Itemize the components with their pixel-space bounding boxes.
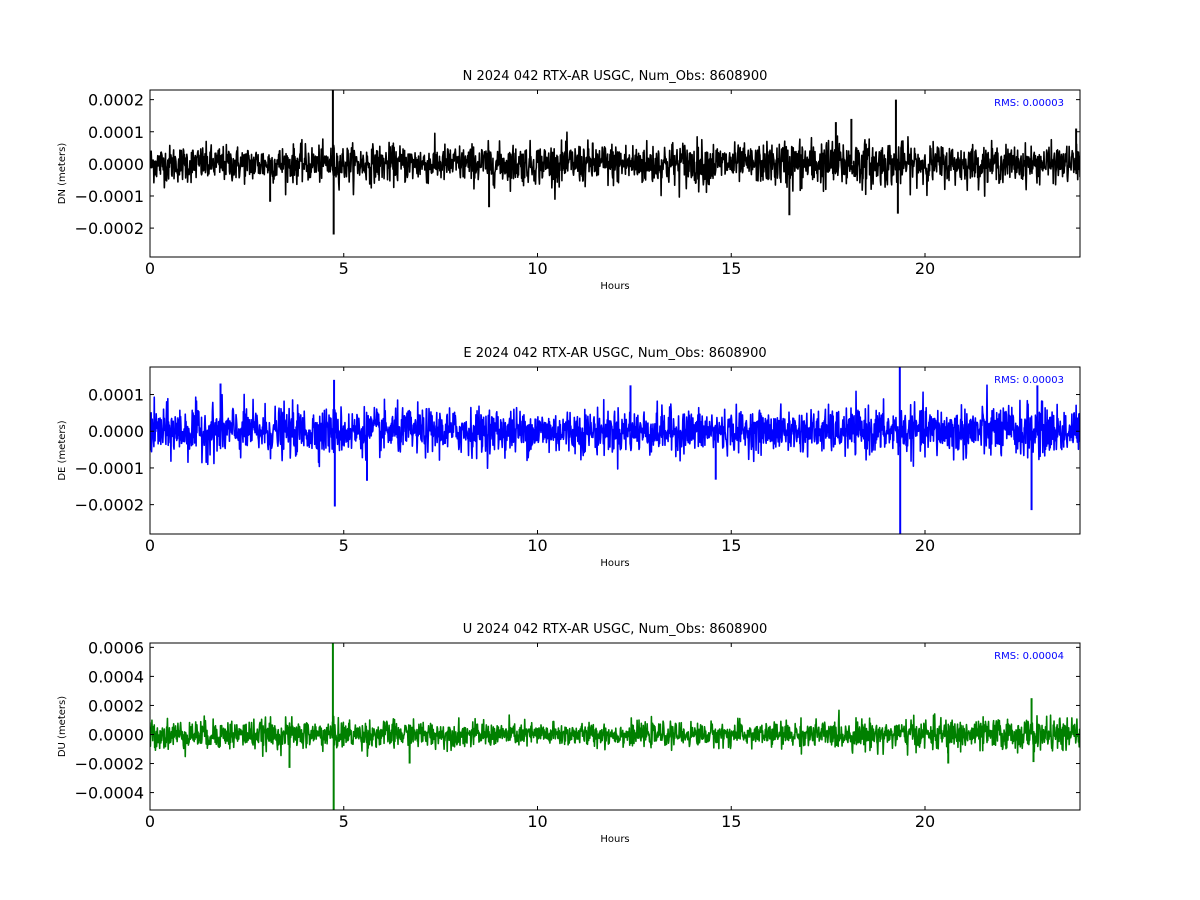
x-axis-label: Hours (600, 281, 629, 292)
series-trace-group (150, 90, 1080, 235)
y-tick-label: 0.0002 (88, 91, 144, 110)
y-axis-label: DN (meters) (57, 143, 68, 205)
y-tick-label: 0.0000 (88, 422, 144, 441)
axes-frame (149, 89, 1081, 258)
rms-annotation: RMS: 0.00004 (994, 651, 1064, 662)
panel-u: U 2024 042 RTX-AR USGC, Num_Obs: 8608900… (57, 622, 1081, 845)
panel-n: N 2024 042 RTX-AR USGC, Num_Obs: 8608900… (57, 69, 1081, 292)
series-line (150, 384, 1080, 470)
y-tick-label: −0.0002 (75, 219, 144, 238)
x-tick-label: 15 (721, 536, 741, 555)
series-line (150, 131, 1080, 200)
y-axis-label: DU (meters) (57, 696, 68, 757)
rms-annotation: RMS: 0.00003 (994, 375, 1064, 386)
x-tick-label: 20 (915, 812, 935, 831)
x-tick-label: 5 (339, 812, 349, 831)
y-tick-label: −0.0004 (75, 784, 144, 803)
series-line (150, 709, 1080, 758)
panel-title: N 2024 042 RTX-AR USGC, Num_Obs: 8608900 (463, 69, 768, 84)
y-tick-label: −0.0002 (75, 755, 144, 774)
y-tick-label: 0.0000 (88, 725, 144, 744)
y-tick-label: −0.0002 (75, 496, 144, 515)
series-trace-group (150, 643, 1080, 810)
x-tick-label: 5 (339, 536, 349, 555)
x-tick-label: 0 (145, 536, 155, 555)
y-axis-label: DE (meters) (57, 420, 68, 480)
x-tick-label: 10 (527, 259, 547, 278)
axes-frame (149, 366, 1081, 535)
panel-title: U 2024 042 RTX-AR USGC, Num_Obs: 8608900 (463, 622, 768, 637)
y-tick-label: 0.0001 (88, 386, 144, 405)
x-tick-label: 0 (145, 259, 155, 278)
x-tick-label: 10 (527, 812, 547, 831)
y-tick-label: 0.0000 (88, 155, 144, 174)
x-axis-label: Hours (600, 834, 629, 845)
x-tick-label: 20 (915, 259, 935, 278)
x-tick-label: 10 (527, 536, 547, 555)
y-tick-label: −0.0001 (75, 187, 144, 206)
y-tick-label: 0.0004 (88, 667, 144, 686)
panel-e: E 2024 042 RTX-AR USGC, Num_Obs: 8608900… (57, 346, 1081, 569)
y-tick-label: 0.0006 (88, 638, 144, 657)
x-tick-label: 5 (339, 259, 349, 278)
x-tick-label: 0 (145, 812, 155, 831)
y-tick-label: −0.0001 (75, 459, 144, 478)
x-axis-label: Hours (600, 558, 629, 569)
axes-frame (149, 642, 1081, 811)
y-tick-label: 0.0001 (88, 123, 144, 142)
x-tick-label: 15 (721, 812, 741, 831)
panel-title: E 2024 042 RTX-AR USGC, Num_Obs: 8608900 (463, 346, 766, 361)
series-trace-group (150, 367, 1080, 534)
x-tick-label: 15 (721, 259, 741, 278)
x-tick-label: 20 (915, 536, 935, 555)
rms-annotation: RMS: 0.00003 (994, 98, 1064, 109)
y-tick-label: 0.0002 (88, 696, 144, 715)
